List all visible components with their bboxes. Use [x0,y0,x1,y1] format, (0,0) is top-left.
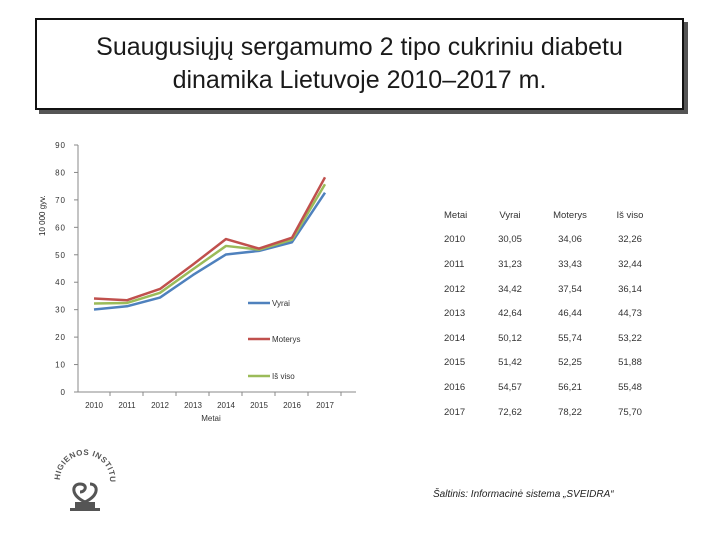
institute-logo: HIGIENOS INSTITUTAS [47,433,120,520]
title-line-2: dinamika Lietuvoje 2010–2017 m. [172,66,547,94]
y-tick-label: 40 [55,278,66,287]
table-cell: 2017 [444,406,466,418]
table-cell: 53,22 [618,332,642,344]
x-tick-label: 2013 [184,401,202,410]
table-cell: 32,26 [618,234,642,246]
y-tick-label: 10 [55,361,66,370]
table-cell: 2015 [444,357,466,369]
table-cell: 72,62 [498,406,522,418]
y-axis-label: 10 000 gyv. [38,195,47,236]
source-note: Šaltinis: Informacinė sistema „SVEIDRA“ [433,489,614,500]
x-tick-label: 2016 [283,401,301,410]
x-tick-label: 2017 [316,401,334,410]
table-cell: 42,64 [498,308,522,320]
x-tick-label: 2011 [118,401,136,410]
table-cell: 2012 [444,283,466,295]
y-tick-label: 60 [55,223,66,232]
table-cell: 50,12 [498,332,522,344]
y-tick-label: 0 [61,388,66,397]
table-cell: 36,14 [618,283,642,295]
table-header-cell: Moterys [553,209,587,221]
table-cell: 46,44 [558,308,582,320]
table-cell: 51,88 [618,357,642,369]
series-line-moterys [93,176,327,302]
x-tick-label: 2014 [217,401,235,410]
table-cell: 30,05 [498,234,522,246]
table-row: 2015 51,42 52,25 51,88 [418,351,660,376]
table-cell: 34,42 [498,283,522,295]
table-row: 2013 42,64 46,44 44,73 [418,301,660,326]
page-title: Suaugusiųjų sergamumo 2 tipo cukriniu di… [37,31,682,97]
table-cell: 55,74 [558,332,582,344]
table-row: 2010 30,05 34,06 32,26 [418,228,660,253]
table-cell: 44,73 [618,308,642,320]
table-cell: 32,44 [618,258,642,270]
y-tick-label: 90 [55,141,66,150]
legend-label: Vyrai [272,299,290,308]
table-cell: 2011 [444,258,465,270]
x-tick-label: 2012 [151,401,169,410]
table-row: 2014 50,12 55,74 53,22 [418,326,660,351]
y-tick-label: 70 [55,196,66,205]
title-line-1: Suaugusiųjų sergamumo 2 tipo cukriniu di… [96,33,623,61]
x-tick-label: 2010 [85,401,103,410]
table-row: 2011 31,23 33,43 32,44 [418,252,660,277]
table-row: 2012 34,42 37,54 36,14 [418,277,660,302]
legend-label: Moterys [272,335,300,344]
x-tick-label: 2015 [250,401,268,410]
table-cell: 52,25 [558,357,582,369]
table-cell: 31,23 [498,258,522,270]
table-cell: 34,06 [558,234,582,246]
y-tick-label: 20 [55,333,66,342]
table-cell: 2013 [444,308,466,320]
table-cell: 78,22 [558,406,582,418]
table-header-row: Metai Vyrai Moterys Iš viso [418,203,660,228]
table-cell: 55,48 [618,381,642,393]
table-cell: 2014 [444,332,466,344]
logo-text: HIGIENOS INSTITUTAS [47,433,117,483]
table-cell: 51,42 [498,357,522,369]
y-tick-label: 30 [55,306,66,315]
table-header-cell: Iš viso [616,209,644,221]
table-header-cell: Vyrai [499,209,521,221]
series-line-is-viso [93,183,327,305]
table-cell: 2010 [444,234,466,246]
table-cell: 37,54 [558,283,582,295]
y-tick-label: 80 [55,168,66,177]
y-tick-label: 50 [55,251,66,260]
table-header-cell: Metai [444,209,468,221]
data-table: Metai Vyrai Moterys Iš viso 2010 30,05 34,06 32… [418,203,660,424]
table-cell: 56,21 [558,381,582,393]
table-cell: 54,57 [498,381,522,393]
legend-label: Iš viso [272,372,295,381]
title-box: Suaugusiųjų sergamumo 2 tipo cukriniu di… [35,18,684,110]
series-line-vyrai [93,192,327,311]
table-cell: 2016 [444,381,466,393]
table-row: 2017 72,62 78,22 75,70 [418,400,660,425]
x-axis-label: Metai [201,414,221,423]
table-cell: 33,43 [558,258,582,270]
table-cell: 75,70 [618,406,642,418]
table-row: 2016 54,57 56,21 55,48 [418,375,660,400]
svg-text:HIGIENOS INSTITUTAS: HIGIENOS INSTITUTAS [50,440,117,483]
